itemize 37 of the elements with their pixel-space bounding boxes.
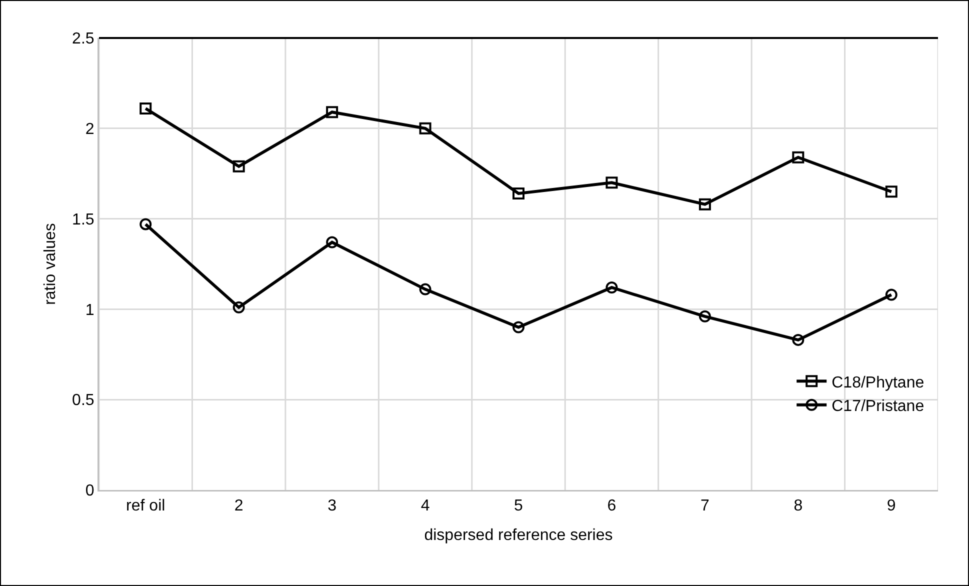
x-tick-label: 3 (328, 498, 337, 515)
point (419, 122, 432, 134)
point (512, 187, 524, 200)
x-tick-label: 6 (607, 498, 616, 515)
legend-label: C17/Pristane (832, 398, 924, 416)
y-tick-label: 2.5 (72, 30, 94, 48)
x-tick-label: 4 (420, 498, 430, 515)
point (885, 186, 898, 198)
x-tick-label: 8 (794, 498, 803, 515)
y-tick-label: 2 (85, 121, 94, 138)
y-tick-label: 1.5 (72, 211, 94, 228)
y-tick-label: 1 (85, 302, 94, 319)
point (232, 160, 245, 172)
point (419, 283, 432, 296)
point (885, 288, 898, 301)
point (792, 334, 804, 346)
x-tick-label: 5 (514, 498, 524, 515)
y-tick-label: 0.5 (72, 392, 94, 410)
point (512, 321, 524, 334)
point (606, 176, 618, 189)
point (698, 310, 711, 322)
point (792, 151, 804, 164)
x-tick-label: 9 (886, 498, 896, 515)
point (140, 218, 152, 230)
y-axis-title: ratio values (42, 223, 60, 305)
x-tick-label: 2 (234, 498, 244, 515)
point (326, 106, 338, 118)
x-tick-label: 7 (700, 498, 710, 515)
point (698, 198, 711, 210)
x-axis-title: dispersed reference series (424, 527, 613, 544)
y-tick-label: 0 (85, 482, 94, 500)
point (606, 282, 618, 294)
point (232, 301, 245, 314)
point (326, 236, 338, 248)
legend-label: C18/Phytane (832, 374, 924, 392)
x-tick-label: ref oil (126, 498, 166, 515)
point (140, 102, 152, 115)
